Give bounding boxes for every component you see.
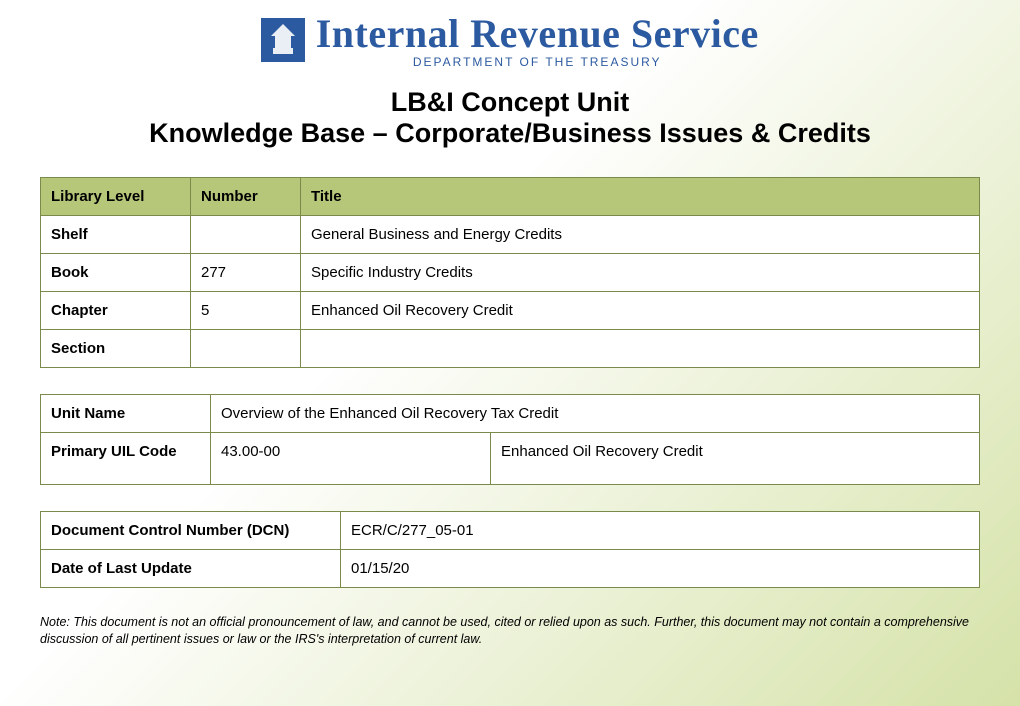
table-row: Primary UIL Code 43.00-00 Enhanced Oil R… [41,433,980,485]
cell-title: Enhanced Oil Recovery Credit [301,292,980,330]
cell-title: Specific Industry Credits [301,254,980,292]
col-header-title: Title [301,178,980,216]
cell-uil-code: 43.00-00 [211,433,491,485]
cell-title [301,330,980,368]
irs-eagle-icon [261,18,305,62]
irs-logo-sub: DEPARTMENT OF THE TREASURY [316,55,759,69]
cell-uil-label: Primary UIL Code [41,433,211,485]
table-row: Section [41,330,980,368]
cell-uil-desc: Enhanced Oil Recovery Credit [491,433,980,485]
cell-unit-name-value: Overview of the Enhanced Oil Recovery Ta… [211,395,980,433]
heading-line-2: Knowledge Base – Corporate/Business Issu… [40,118,980,149]
cell-level: Shelf [41,216,191,254]
cell-date-value: 01/15/20 [341,550,980,588]
table-row: Chapter 5 Enhanced Oil Recovery Credit [41,292,980,330]
irs-logo-block: Internal Revenue Service DEPARTMENT OF T… [40,10,980,69]
cell-level: Book [41,254,191,292]
table-header-row: Library Level Number Title [41,178,980,216]
col-header-number: Number [191,178,301,216]
cell-level: Chapter [41,292,191,330]
table-row: Book 277 Specific Industry Credits [41,254,980,292]
cell-dcn-label: Document Control Number (DCN) [41,512,341,550]
heading-line-1: LB&I Concept Unit [40,87,980,118]
table-row: Document Control Number (DCN) ECR/C/277_… [41,512,980,550]
table-row: Unit Name Overview of the Enhanced Oil R… [41,395,980,433]
unit-table: Unit Name Overview of the Enhanced Oil R… [40,394,980,485]
cell-number [191,216,301,254]
table-row: Shelf General Business and Energy Credit… [41,216,980,254]
irs-logo-main: Internal Revenue Service [316,10,759,57]
disclaimer-note: Note: This document is not an official p… [40,614,980,648]
table-row: Date of Last Update 01/15/20 [41,550,980,588]
cell-number [191,330,301,368]
cell-title: General Business and Energy Credits [301,216,980,254]
irs-logo-text: Internal Revenue Service DEPARTMENT OF T… [316,10,759,69]
col-header-library-level: Library Level [41,178,191,216]
cell-level: Section [41,330,191,368]
page-headings: LB&I Concept Unit Knowledge Base – Corpo… [40,87,980,149]
cell-date-label: Date of Last Update [41,550,341,588]
cell-number: 5 [191,292,301,330]
document-control-table: Document Control Number (DCN) ECR/C/277_… [40,511,980,588]
cell-number: 277 [191,254,301,292]
cell-dcn-value: ECR/C/277_05-01 [341,512,980,550]
cell-unit-name-label: Unit Name [41,395,211,433]
library-table: Library Level Number Title Shelf General… [40,177,980,368]
document-page: Internal Revenue Service DEPARTMENT OF T… [0,0,1020,668]
